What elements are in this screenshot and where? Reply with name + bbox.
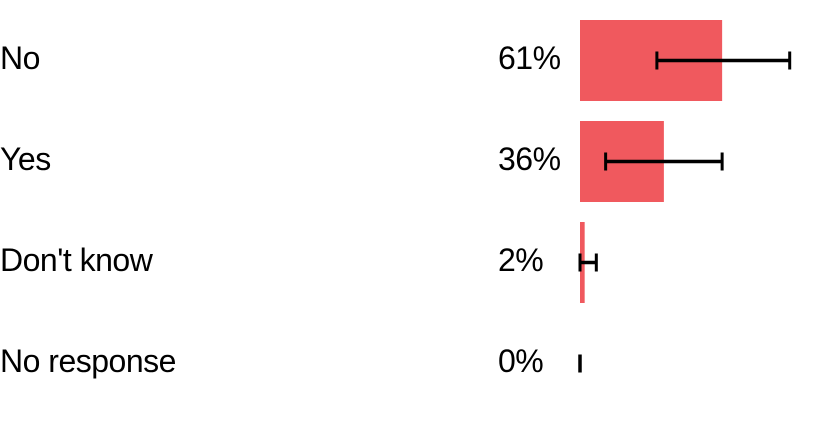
value-label: 2% <box>498 242 543 278</box>
value-label: 0% <box>498 343 543 379</box>
value-label: 36% <box>498 141 561 177</box>
bar-row: Yes 36% <box>0 121 724 202</box>
category-label: Don't know <box>0 242 154 278</box>
category-label: Yes <box>0 141 51 177</box>
bar-row: Don't know 2% <box>0 222 598 303</box>
bar-row: No 61% <box>0 20 792 101</box>
category-label: No response <box>0 343 176 379</box>
category-label: No <box>0 40 40 76</box>
value-label: 61% <box>498 40 561 76</box>
bar-row: No response 0% <box>0 343 582 379</box>
chart-rows: No 61% Yes 36% Don't know 2% No response 0% <box>0 20 792 379</box>
